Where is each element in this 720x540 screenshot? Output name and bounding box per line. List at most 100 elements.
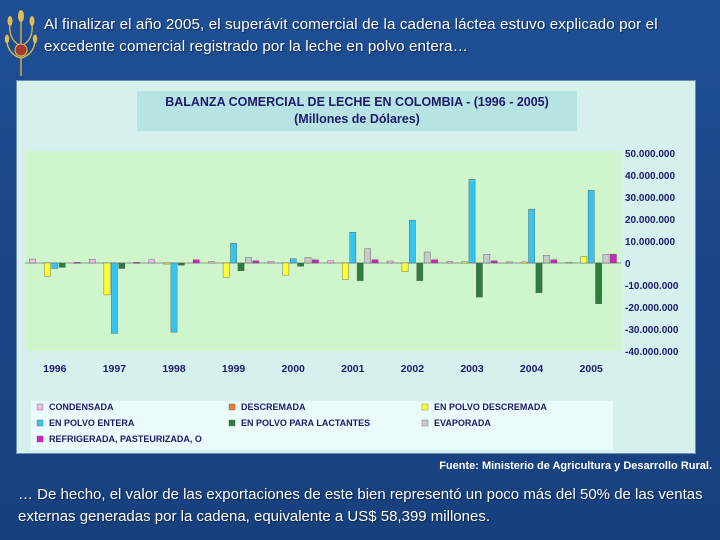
bar-refrigerada-pasteurizada-o-1996 <box>73 262 81 264</box>
y-tick-label: -40.000.000 <box>625 347 679 358</box>
bar-refrigerada-pasteurizada-o-1999 <box>252 260 260 264</box>
bar-evaporada-2003 <box>483 253 491 264</box>
bar-condensada-1999 <box>208 261 215 264</box>
bar-en-polvo-para-lactantes-1999 <box>237 262 245 271</box>
bar-refrigerada-pasteurizada-o-2003 <box>490 260 498 264</box>
bar-en-polvo-descremada-2004 <box>520 261 528 264</box>
bar-en-polvo-descremada-2003 <box>461 261 468 264</box>
chart-panel: BALANZA COMERCIAL DE LECHE EN COLOMBIA -… <box>16 80 696 454</box>
x-tick-label-2005: 2005 <box>580 363 604 375</box>
bar-condensada-2004 <box>506 261 513 264</box>
legend-swatch <box>36 419 44 427</box>
x-tick-label-2000: 2000 <box>282 363 306 375</box>
bar-en-polvo-entera-2002 <box>409 219 416 264</box>
bar-en-polvo-para-lactantes-2001 <box>356 262 364 281</box>
legend-label: REFRIGERADA, PASTEURIZADA, O <box>49 434 202 444</box>
bar-condensada-2005 <box>565 261 573 264</box>
bar-en-polvo-para-lactantes-2005 <box>595 262 602 304</box>
bar-refrigerada-pasteurizada-o-2004 <box>550 259 558 264</box>
bar-en-polvo-descremada-2000 <box>282 262 290 276</box>
bar-en-polvo-para-lactantes-2000 <box>297 262 304 267</box>
x-tick-label-2002: 2002 <box>401 363 425 375</box>
bar-en-polvo-descremada-1998 <box>163 262 170 265</box>
slide-footnote: … De hecho, el valor de las exportacione… <box>18 486 703 525</box>
bar-en-polvo-descremada-2005 <box>580 256 588 264</box>
bar-en-polvo-entera-2000 <box>289 258 297 264</box>
bar-refrigerada-pasteurizada-o-2002 <box>431 259 438 264</box>
bar-en-polvo-para-lactantes-1998 <box>178 262 185 266</box>
bar-en-polvo-descremada-1999 <box>222 262 230 278</box>
bar-condensada-1998 <box>148 259 156 264</box>
chart-subtitle: (Millones de Dólares) <box>294 112 420 126</box>
y-tick-label: -20.000.000 <box>625 303 679 314</box>
x-tick-label-2001: 2001 <box>341 363 365 375</box>
y-tick-label: 30.000.000 <box>625 193 675 204</box>
bar-en-polvo-entera-1998 <box>170 262 178 333</box>
legend-swatch <box>421 403 429 411</box>
bar-condensada-1996 <box>29 258 36 264</box>
bar-en-polvo-para-lactantes-1997 <box>118 262 126 269</box>
bar-evaporada-1999 <box>245 257 252 264</box>
y-tick-label: -30.000.000 <box>625 325 679 336</box>
bar-refrigerada-pasteurizada-o-2000 <box>312 259 319 264</box>
bar-en-polvo-descremada-2002 <box>401 262 409 273</box>
legend-label: EVAPORADA <box>434 418 491 428</box>
bar-evaporada-2002 <box>423 251 431 264</box>
bar-en-polvo-entera-2004 <box>528 208 535 264</box>
bar-condensada-2002 <box>386 260 394 264</box>
bar-evaporada-2005 <box>602 253 610 264</box>
legend-label: EN POLVO DESCREMADA <box>434 402 547 412</box>
legend-swatch <box>36 403 44 411</box>
x-tick-label-2003: 2003 <box>460 363 484 375</box>
y-axis: 50.000.000 40.000.000 30.000.000 20.000.000… <box>625 149 679 358</box>
bar-condensada-2003 <box>446 261 454 264</box>
source-note: Fuente: Ministerio de Agricultura y Desa… <box>439 460 712 472</box>
x-tick-label-1999: 1999 <box>222 363 246 375</box>
bar-en-polvo-entera-1999 <box>230 242 237 264</box>
bar-refrigerada-pasteurizada-o-1997 <box>133 262 140 264</box>
legend-label: DESCREMADA <box>241 402 306 412</box>
bar-condensada-2001 <box>327 260 334 264</box>
bar-condensada-2000 <box>267 261 275 264</box>
y-tick-label: -10.000.000 <box>625 281 679 292</box>
bar-evaporada-2001 <box>364 248 371 264</box>
bar-en-polvo-entera-2003 <box>468 179 476 264</box>
legend-label: EN POLVO ENTERA <box>49 418 135 428</box>
x-axis: 1996 1997 1998 1999 2000 2001 2002 2003 2004 2005 <box>43 363 603 375</box>
legend-swatch <box>228 419 236 427</box>
x-tick-label-1997: 1997 <box>103 363 127 375</box>
trade-balance-chart: BALANZA COMERCIAL DE LECHE EN COLOMBIA -… <box>25 91 679 450</box>
slide-headline: Al finalizar el año 2005, el superávit c… <box>44 16 658 55</box>
y-tick-label: 50.000.000 <box>625 149 675 160</box>
legend-swatch <box>36 435 44 443</box>
bar-evaporada-2000 <box>304 257 312 264</box>
wheat-sheaf-icon <box>4 10 38 76</box>
bar-condensada-1997 <box>88 259 96 264</box>
legend-swatch <box>228 403 236 411</box>
bar-en-polvo-para-lactantes-2004 <box>535 262 543 293</box>
bar-en-polvo-entera-2005 <box>587 190 595 264</box>
y-tick-label: 10.000.000 <box>625 237 675 248</box>
bar-en-polvo-descremada-1997 <box>103 262 111 296</box>
bar-refrigerada-pasteurizada-o-1998 <box>192 259 200 264</box>
bar-refrigerada-pasteurizada-o-2005 <box>610 253 617 264</box>
legend-box <box>31 401 613 450</box>
bar-en-polvo-para-lactantes-2002 <box>416 262 424 281</box>
y-tick-label: 0 <box>625 259 631 270</box>
bar-en-polvo-descremada-1996 <box>44 262 51 277</box>
legend-label: CONDENSADA <box>49 402 114 412</box>
bars-group <box>29 179 617 334</box>
legend-swatch <box>421 419 429 427</box>
bar-en-polvo-para-lactantes-2003 <box>476 262 483 298</box>
legend-label: EN POLVO PARA LACTANTES <box>241 418 370 428</box>
x-tick-label-1996: 1996 <box>43 363 67 375</box>
bar-en-polvo-entera-1997 <box>111 262 118 334</box>
legend: CONDENSADA DESCREMADA EN POLVO DESCREMADA E… <box>36 402 547 444</box>
y-tick-label: 20.000.000 <box>625 215 675 226</box>
bar-en-polvo-descremada-2001 <box>342 262 349 280</box>
plot-area <box>25 151 621 351</box>
chart-title: BALANZA COMERCIAL DE LECHE EN COLOMBIA -… <box>165 95 549 109</box>
x-tick-label-1998: 1998 <box>162 363 186 375</box>
bar-en-polvo-para-lactantes-1996 <box>58 262 66 268</box>
bar-en-polvo-entera-1996 <box>51 262 59 269</box>
